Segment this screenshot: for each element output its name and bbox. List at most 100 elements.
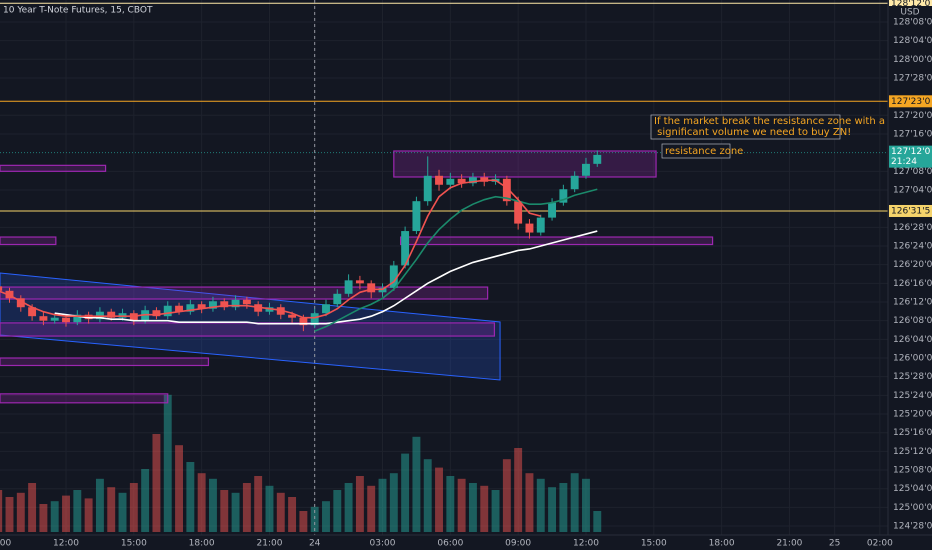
volume-bar	[28, 483, 37, 532]
candle-body	[435, 175, 443, 185]
candle-body	[186, 304, 195, 312]
annotation-box: If the market break the resistance zone …	[650, 114, 885, 140]
volume-bar	[491, 490, 500, 532]
plot-area	[0, 0, 888, 535]
candle-body	[412, 201, 421, 232]
x-tick-label: 02:00	[867, 539, 893, 549]
candle-body	[525, 223, 534, 233]
volume-bar	[322, 501, 330, 532]
volume-bar	[355, 476, 364, 532]
x-tick-label: 15:00	[641, 539, 667, 549]
volume-bar	[163, 394, 172, 532]
volume-bar	[276, 492, 285, 532]
x-tick-label: 12:00	[53, 539, 79, 549]
zone	[393, 150, 657, 178]
volume-bar	[514, 448, 523, 532]
price-label-bg	[889, 95, 932, 108]
candle-body	[514, 201, 523, 224]
candle-body	[152, 310, 161, 317]
candle-body	[344, 280, 353, 294]
candle-body	[322, 304, 330, 314]
moving-average	[314, 188, 598, 332]
x-tick-label: 06:00	[437, 539, 463, 549]
price-label-bg	[889, 204, 932, 217]
volume-bar	[559, 483, 568, 532]
volume-bar	[242, 483, 251, 532]
y-tick-label: 125'24'0	[893, 391, 932, 401]
candle-body	[220, 301, 229, 308]
candle-body	[548, 202, 557, 218]
moving-average	[0, 179, 541, 319]
volume-bar	[446, 476, 455, 532]
volume-bar	[62, 495, 70, 532]
volume-bar	[209, 478, 217, 532]
candle-body	[446, 178, 455, 185]
volume-bar	[197, 473, 206, 532]
volume-bar	[525, 473, 534, 532]
candle-body	[50, 317, 59, 321]
volume-bar	[570, 473, 579, 532]
x-tick-label: 03:00	[370, 539, 396, 549]
volume-bar	[39, 504, 48, 532]
volume-bar	[299, 511, 308, 532]
volume-bar	[152, 434, 161, 532]
candle-body	[559, 189, 568, 203]
volume-bar	[412, 436, 421, 532]
y-tick-label: 124'28'0	[893, 522, 932, 532]
candle-body	[333, 293, 342, 305]
currency-bg	[889, 6, 932, 18]
candle-body	[582, 163, 590, 176]
candle-body	[389, 265, 398, 288]
volume-bar	[84, 498, 93, 532]
y-tick-label: 127'28'0	[893, 73, 932, 83]
candle-body	[468, 177, 477, 184]
y-tick-label: 126'00'0	[893, 354, 932, 364]
zone	[0, 357, 210, 367]
volume-bar	[593, 511, 602, 532]
annotation-text: resistance zone	[665, 146, 743, 157]
candle-body	[355, 280, 364, 284]
annotation-text: If the market break the resistance zone …	[654, 116, 885, 127]
x-tick-label: 15:00	[121, 539, 147, 549]
volume-bar	[310, 506, 319, 532]
x-tick-label: 21:00	[776, 539, 802, 549]
y-tick-label: 125'08'0	[893, 466, 932, 476]
y-tick-label: 125'16'0	[893, 428, 932, 438]
volume-bar	[118, 492, 127, 532]
volume-bar	[423, 459, 432, 532]
y-tick-label: 127'20'0	[893, 111, 932, 121]
zone	[0, 393, 169, 404]
candle-body	[197, 304, 206, 309]
candle-body	[107, 311, 116, 318]
volume-bar	[5, 497, 14, 532]
volume-bar	[344, 483, 353, 532]
y-tick-label: 126'28'0	[893, 223, 932, 233]
y-tick-label: 125'00'0	[893, 503, 932, 513]
y-tick-label: 127'04'0	[893, 185, 932, 195]
candle-body	[62, 317, 70, 323]
volume-bar	[231, 492, 240, 532]
volume-bar	[141, 469, 150, 532]
volume-bar	[378, 478, 387, 532]
volume-bar	[582, 478, 590, 532]
y-tick-label: 126'24'0	[893, 241, 932, 251]
volume-bar	[73, 490, 82, 532]
candle-body	[163, 305, 172, 317]
zone	[0, 164, 107, 172]
annotation-box: resistance zone	[661, 143, 743, 159]
annotation-frame	[661, 143, 731, 159]
price-label-bg	[889, 0, 932, 10]
volume-bar	[288, 497, 297, 532]
moving-average	[54, 230, 598, 325]
candle-body	[242, 299, 251, 305]
candle-body	[310, 313, 319, 326]
volume-bar	[401, 453, 410, 532]
volume-bar	[457, 478, 466, 532]
candle-body	[536, 217, 545, 233]
volume-bar	[548, 487, 557, 532]
y-tick-label: 126'08'0	[893, 316, 932, 326]
countdown: 21:24	[891, 157, 917, 167]
volume-bar	[220, 490, 229, 532]
